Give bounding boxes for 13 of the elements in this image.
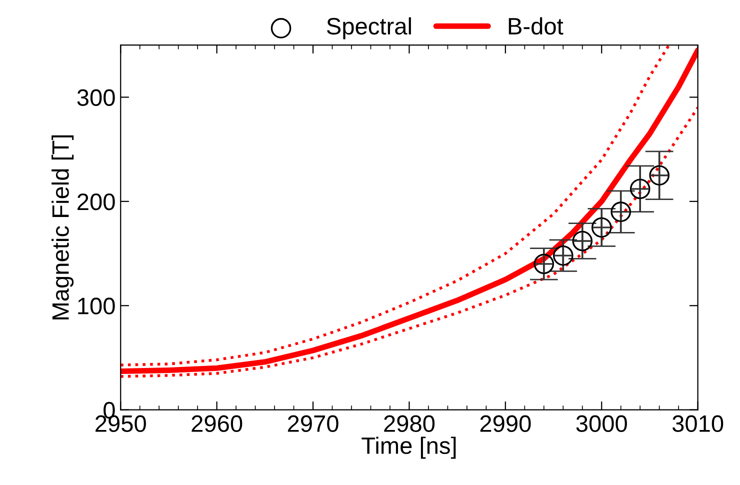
y-axis-title: Magnetic Field [T]	[52, 135, 74, 320]
legend-label: Spectral	[326, 17, 411, 40]
x-tick-label: 2980	[384, 415, 435, 432]
y-tick-label: 100	[78, 298, 115, 314]
x-tick-label: 2970	[288, 415, 338, 432]
x-tick-label: 2990	[480, 415, 531, 432]
y-tick-label: 200	[78, 193, 115, 210]
x-tick-label: 3000	[576, 415, 627, 432]
x-axis-title: Time [ns]	[362, 436, 456, 459]
x-tick-label: 3010	[672, 415, 724, 432]
x-tick-label: 2960	[192, 415, 242, 432]
legend-label: B-dot	[508, 17, 564, 35]
y-tick-label: 300	[77, 89, 115, 106]
